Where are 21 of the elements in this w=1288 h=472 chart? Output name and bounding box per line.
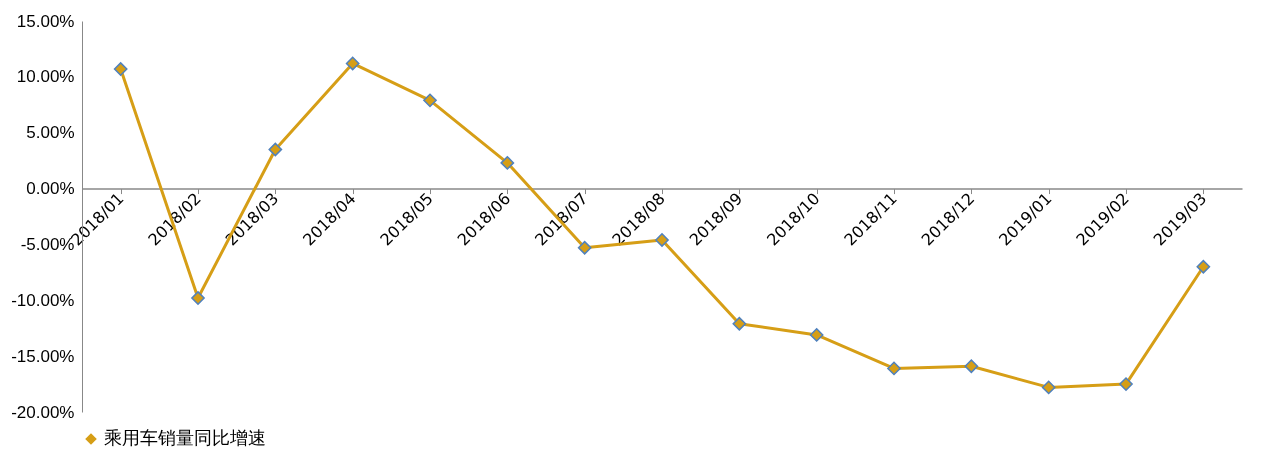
point (191, 291, 205, 305)
y-tick-label: 10.00% (16, 67, 75, 87)
legend-label: 乘用车销量同比增速 (104, 427, 266, 448)
y-tick-label: -15.00% (11, 346, 75, 366)
point (113, 62, 128, 76)
point (423, 93, 437, 108)
point (1196, 259, 1211, 274)
y-tick-label: 0.00% (26, 179, 75, 199)
point (887, 361, 901, 376)
point (500, 156, 515, 170)
point (1119, 377, 1133, 391)
point (268, 142, 283, 157)
point (1041, 380, 1056, 395)
y-tick-label: 5.00% (26, 123, 75, 143)
y-tick-label: 15.00% (16, 11, 75, 31)
point (964, 359, 979, 374)
point (809, 328, 824, 342)
point (732, 316, 747, 331)
y-tick-label: -20.00% (11, 402, 75, 422)
y-tick-label: -10.00% (11, 290, 75, 310)
point (345, 56, 360, 71)
